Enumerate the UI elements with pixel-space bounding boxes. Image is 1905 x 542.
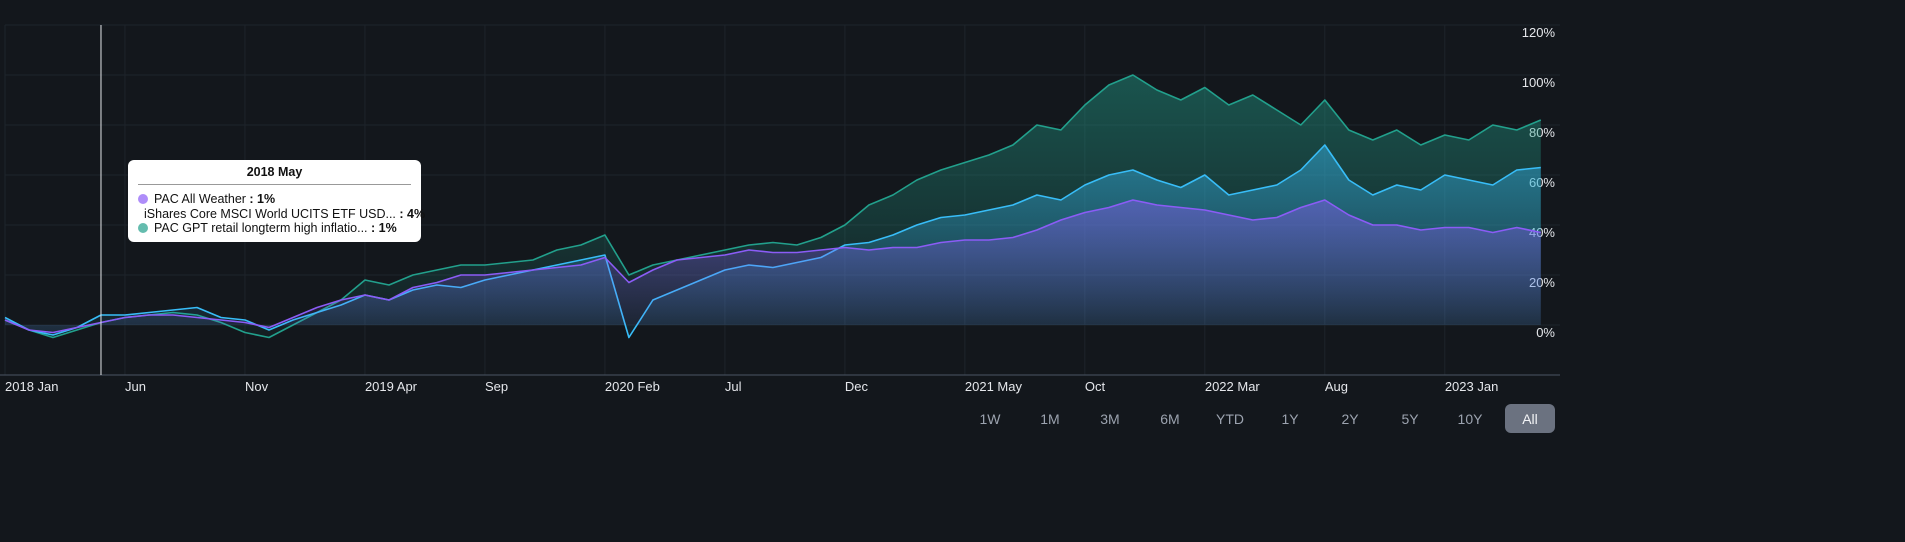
x-tick-label: 2022 Mar [1205, 379, 1261, 394]
tooltip-item: iShares Core MSCI World UCITS ETF USD...… [138, 206, 425, 222]
range-button[interactable]: YTD [1216, 410, 1244, 427]
line [4, 74, 1542, 339]
range-button[interactable]: 1W [979, 410, 1001, 427]
x-tick-label: 2018 Jan [5, 379, 59, 394]
tooltip-value: 4% [396, 207, 425, 221]
range-button[interactable]: 3M [1100, 410, 1120, 427]
chart: 0%20%40%60%80%100%120%2018 Jan Jun Nov 2019… [0, 24, 1560, 394]
range-button[interactable]: 2Y [1341, 410, 1359, 427]
y-tick-label: 0% [1536, 325, 1555, 340]
tooltip-name: PAC GPT retail longterm high inflatio... [154, 221, 368, 236]
range-button[interactable]: 1Y [1281, 410, 1299, 427]
range-button[interactable]: All [1505, 404, 1555, 433]
x-tick-label: Jun [125, 379, 146, 394]
range-button[interactable]: 6M [1160, 410, 1180, 427]
tooltip-name: iShares Core MSCI World UCITS ETF USD... [144, 206, 396, 221]
x-tick-label: Oct [1085, 379, 1106, 394]
tooltip-item: PAC GPT retail longterm high inflatio...… [138, 221, 411, 236]
tooltip: 2018 May PAC All Weather1%iShares Core M… [128, 160, 425, 242]
tooltip-dot [138, 223, 148, 234]
tooltip-item: PAC All Weather1% [138, 192, 411, 207]
x-tick-label: 2019 Apr [365, 379, 418, 394]
range-button[interactable]: 5Y [1401, 410, 1419, 427]
tooltip-value: 1% [368, 221, 397, 235]
x-tick-label: Sep [485, 379, 508, 394]
y-tick-label: 120% [1522, 25, 1556, 40]
range-buttons: 1W 1M 3M 6M YTD 1Y 2Y 5Y 10Y All [965, 404, 1565, 433]
x-tick-label: Nov [245, 379, 269, 394]
tooltip-name: PAC All Weather [154, 192, 246, 207]
x-tick-label: Dec [845, 379, 869, 394]
range-button[interactable]: 1M [1040, 410, 1060, 427]
area [5, 200, 1541, 333]
y-tick-label: 100% [1522, 75, 1556, 90]
tooltip-items: PAC All Weather1%iShares Core MSCI World… [138, 192, 425, 236]
x-tick-label: Jul [725, 379, 742, 394]
x-tick-label: 2020 Feb [605, 379, 660, 394]
x-tick-label: 2023 Jan [1445, 379, 1499, 394]
range-button[interactable]: 10Y [1457, 410, 1483, 427]
tooltip-dot [138, 194, 148, 205]
x-tick-label: 2021 May [965, 379, 1023, 394]
x-tick-label: Aug [1325, 379, 1348, 394]
tooltip-value: 1% [246, 192, 275, 206]
line [4, 199, 1541, 334]
tooltip-title: 2018 May [138, 165, 411, 185]
